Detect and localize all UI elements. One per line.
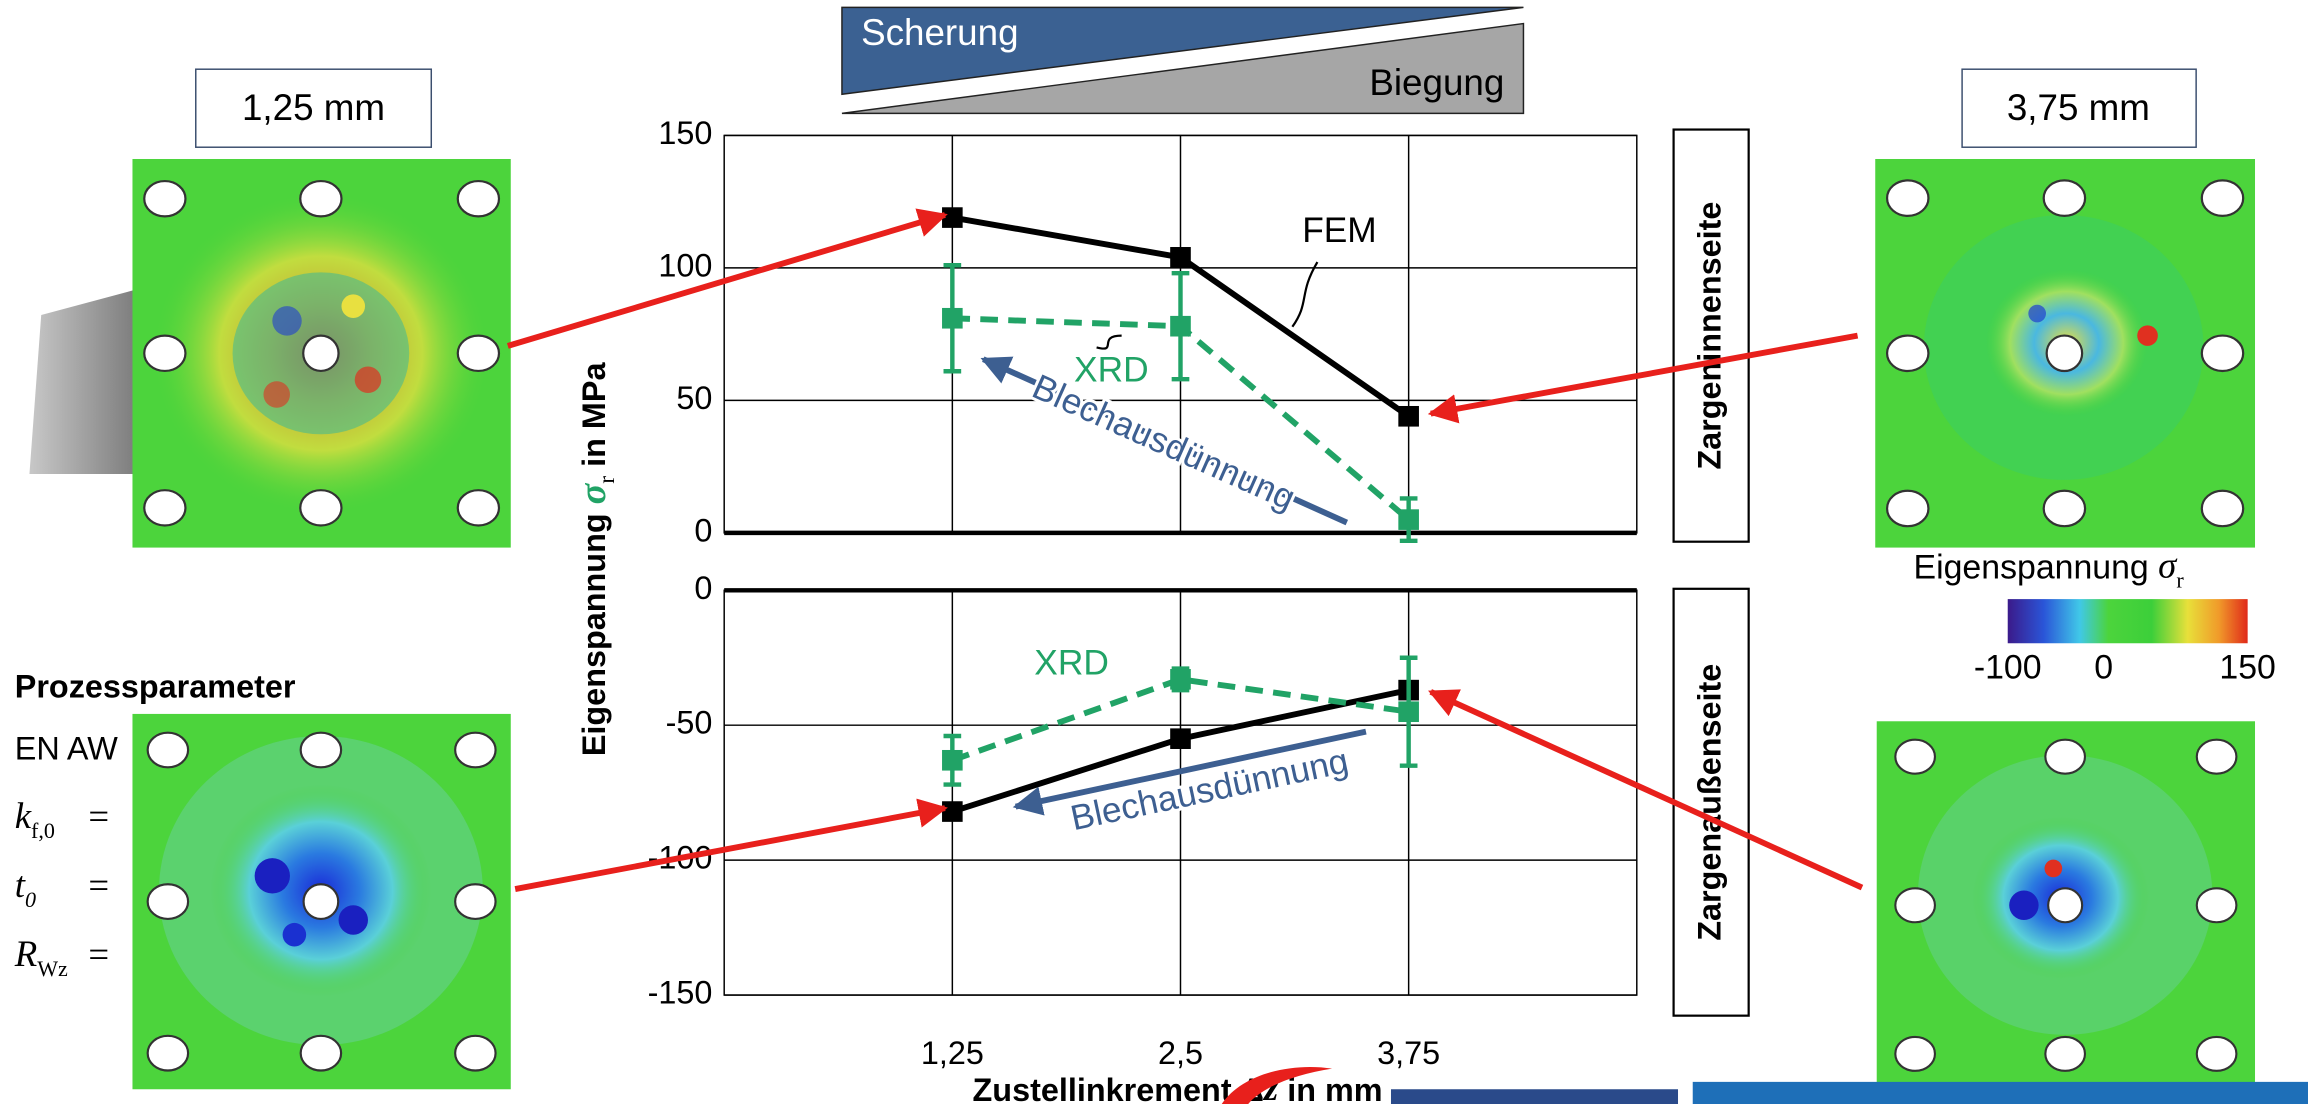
param-sign: = xyxy=(88,934,109,975)
param-subscript: 0 xyxy=(25,887,36,912)
x-tick-label: 1,25 xyxy=(921,1035,984,1071)
param-symbol: k xyxy=(15,795,32,836)
y-tick-label: 100 xyxy=(658,247,712,283)
colorbar-tick-label: -100 xyxy=(1974,649,2042,687)
data-point xyxy=(1170,247,1191,268)
data-point xyxy=(1170,728,1191,749)
x-tick-label: 2,5 xyxy=(1158,1035,1203,1071)
data-point xyxy=(942,308,963,329)
y-tick-label: 0 xyxy=(694,570,712,606)
series-label: XRD xyxy=(1074,351,1149,390)
y-label-text: Eigenspannung xyxy=(576,513,612,756)
param-subscript: f,0 xyxy=(31,817,55,842)
side-label: Zargeninnenseite xyxy=(1691,202,1727,470)
colorbar-tick-label: 0 xyxy=(2094,649,2113,687)
data-point xyxy=(1398,406,1419,427)
param-sign: = xyxy=(88,865,109,906)
x-tick-label: 3,75 xyxy=(1377,1035,1440,1071)
image-label: 1,25 mm xyxy=(242,87,385,128)
side-label: Zargenaußenseite xyxy=(1691,664,1727,941)
process-param: kf,0 xyxy=(15,795,55,842)
x-label-unit: in mm xyxy=(1287,1072,1382,1104)
bend-label: Biegung xyxy=(1369,62,1504,103)
fem-image xyxy=(1875,159,2255,548)
colorbar-title-text: Eigenspannung xyxy=(1914,549,2149,587)
y-tick-label: -150 xyxy=(648,975,713,1011)
series-label: FEM xyxy=(1302,211,1377,250)
y-tick-label: 50 xyxy=(676,380,712,416)
process-title: Prozessparameter xyxy=(15,668,296,704)
logo-mark xyxy=(1693,1082,2308,1104)
fem-image xyxy=(132,159,510,548)
process-params: kf,0 = t0 = RWz = xyxy=(14,795,109,980)
colorbar-tick-label: 150 xyxy=(2219,649,2275,687)
colorbar xyxy=(2008,599,2248,643)
y-label-subscript: r xyxy=(595,476,621,484)
colorbar-subscript: r xyxy=(2176,567,2184,592)
colorbar-title: Eigenspannung σr xyxy=(1914,545,2185,592)
data-point xyxy=(942,801,963,822)
param-subscript: Wz xyxy=(37,956,68,981)
data-point xyxy=(1398,509,1419,530)
data-point xyxy=(1170,669,1191,690)
logo-mark xyxy=(1391,1089,1678,1104)
data-point xyxy=(942,750,963,771)
process-param: RWz xyxy=(14,934,68,981)
data-point xyxy=(1398,701,1419,722)
y-label-unit: in MPa xyxy=(576,362,612,467)
y-tick-label: -50 xyxy=(666,705,713,741)
sheet-photo xyxy=(29,289,139,474)
slide: Scherung Biegung 1,25 mm 3,75 mm Prozess xyxy=(0,0,2308,1104)
image-label: 3,75 mm xyxy=(2007,87,2150,128)
y-tick-label: 150 xyxy=(658,115,712,151)
shear-label: Scherung xyxy=(861,12,1018,53)
fem-image xyxy=(132,714,510,1089)
process-material: EN AW xyxy=(15,730,119,766)
param-sign: = xyxy=(88,795,109,836)
process-param: t0 xyxy=(15,865,36,912)
x-axis-label: Zustellinkrement Δz in mm xyxy=(973,1068,1383,1104)
param-symbol: R xyxy=(14,934,37,975)
data-point xyxy=(1170,316,1191,337)
y-label-symbol: σ xyxy=(572,482,614,504)
series-label: XRD xyxy=(1034,644,1109,683)
y-tick-label: 0 xyxy=(694,512,712,548)
y-axis-label: Eigenspannung σr in MPa xyxy=(572,362,621,757)
x-label-text: Zustellinkrement xyxy=(973,1072,1232,1104)
fem-image xyxy=(1877,721,2255,1089)
colorbar-symbol: σ xyxy=(2158,545,2178,586)
